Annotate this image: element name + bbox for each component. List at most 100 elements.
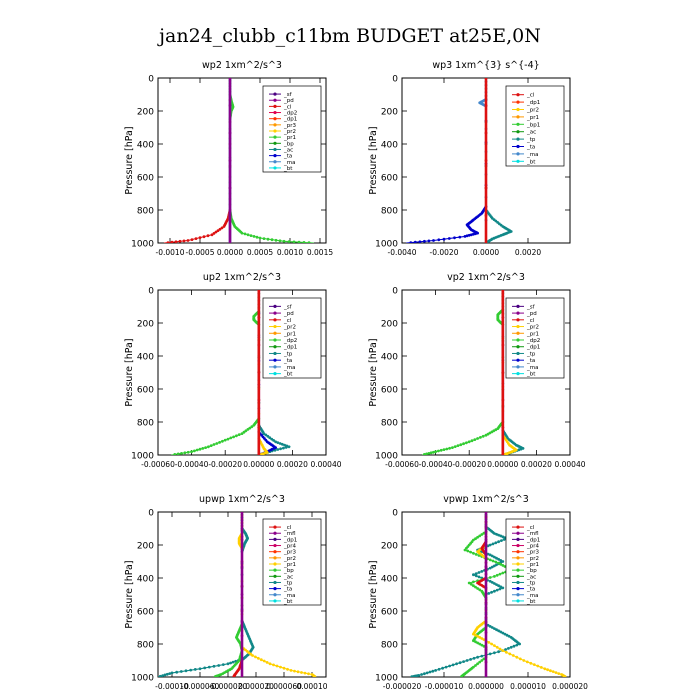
series-point [418,240,422,243]
series-point [186,239,190,242]
series-point [439,448,443,452]
legend-label: _ma [526,593,538,599]
legend-label: _dp1 [526,345,540,351]
legend: _sf_pd_cl_dp2_dp1_pr3_pr2_pr1_bp_ac_ta_m… [262,85,322,173]
series-point [232,435,236,439]
series-point [477,571,481,574]
series-point [484,512,488,514]
series-point [216,229,220,233]
series-point [551,670,555,673]
series-point [250,425,254,429]
series-point [174,240,178,243]
series-point [284,446,288,449]
series-point [283,443,286,447]
y-axis-label: Pressure [hPa] [368,560,379,628]
series-point [231,660,235,664]
x-tick-label: -0.0020 [430,248,459,257]
x-tick-label: 0.0000 [217,248,243,257]
series-point [497,584,500,588]
legend-label: _dp1 [283,537,297,543]
series-point [462,442,465,446]
legend-marker [516,152,520,156]
y-tick-label: 800 [381,207,398,217]
series-point [476,634,479,638]
series-point [487,592,491,595]
series-group [406,78,513,243]
series-point [480,659,484,662]
series-point [218,227,222,231]
legend-label: _ma [283,160,295,166]
series-point [486,623,490,627]
legend-marker [273,331,277,335]
legend-marker [273,351,277,356]
series-point [456,444,460,447]
series-point [478,636,482,639]
legend-label: _bt [526,159,536,165]
series-point [209,444,213,447]
legend-label: _pr1 [283,135,296,141]
series-point [476,231,479,235]
legend-marker [273,358,277,362]
legend-marker [273,574,277,578]
series-point [501,426,505,429]
legend-label: _bp [283,568,294,574]
series-point [480,570,484,573]
series-point [448,446,451,450]
series-point [287,240,291,243]
legend-label: _bt [526,372,536,378]
series-point [469,582,473,586]
y-tick-label: 1000 [375,674,398,684]
series-point [237,433,241,436]
series-point [264,433,268,437]
series-point [484,620,488,624]
x-tick-label: 0.000000 [468,682,504,691]
series-point [257,426,261,429]
x-tick-label: 0.0000 [473,248,499,257]
legend-marker [516,599,520,603]
legend-label: _sf [283,92,293,98]
series-point [499,559,503,562]
series-point [170,240,174,243]
legend-label: _mfl [283,531,296,537]
series-point [467,233,471,237]
series-point [501,586,505,590]
series-point [228,104,232,107]
legend-label: _pr1 [283,331,296,337]
x-tick-label: 0.0010 [277,248,303,257]
series-point [272,663,275,667]
series-point [240,512,244,514]
series-point [210,233,214,237]
series-point [274,238,278,242]
legend-label: _sf [526,304,536,310]
series-point [499,534,503,538]
legend-label: _ta [526,145,535,151]
series-point [453,445,457,448]
legend: _cl_mfl_dp1_pr4_pr3_pr2_pr1_bp_ac_tp_ta_… [505,518,565,606]
series-point [474,572,478,575]
chart-title: vpwp 1xm^2/s^3 [443,494,529,505]
series-point [278,442,282,445]
series-point [486,552,490,556]
legend-label: _pr4 [526,544,540,550]
series-point [497,540,500,544]
series-point [508,652,512,656]
series-point [455,662,458,666]
series-point [226,437,230,441]
series-point [259,658,263,662]
series-point [501,564,505,567]
chart-panel-1: wp2 1xm^2/s^3 Pressure [hPa] 0 200 400 600 800… [124,60,333,257]
series-point [270,238,274,242]
series-point [257,343,261,347]
series-point [476,662,479,666]
series-point [488,543,492,547]
series-point [480,654,484,658]
y-tick-label: 0 [148,509,154,519]
legend-label: _cl [526,525,535,531]
series-point [498,647,502,651]
legend-label: _pr2 [526,325,539,331]
series-point [493,575,496,578]
legend-label: _bt [283,372,293,378]
series-point [512,644,516,648]
x-tick-label: 0.00040 [310,460,341,469]
legend-marker [516,93,520,97]
